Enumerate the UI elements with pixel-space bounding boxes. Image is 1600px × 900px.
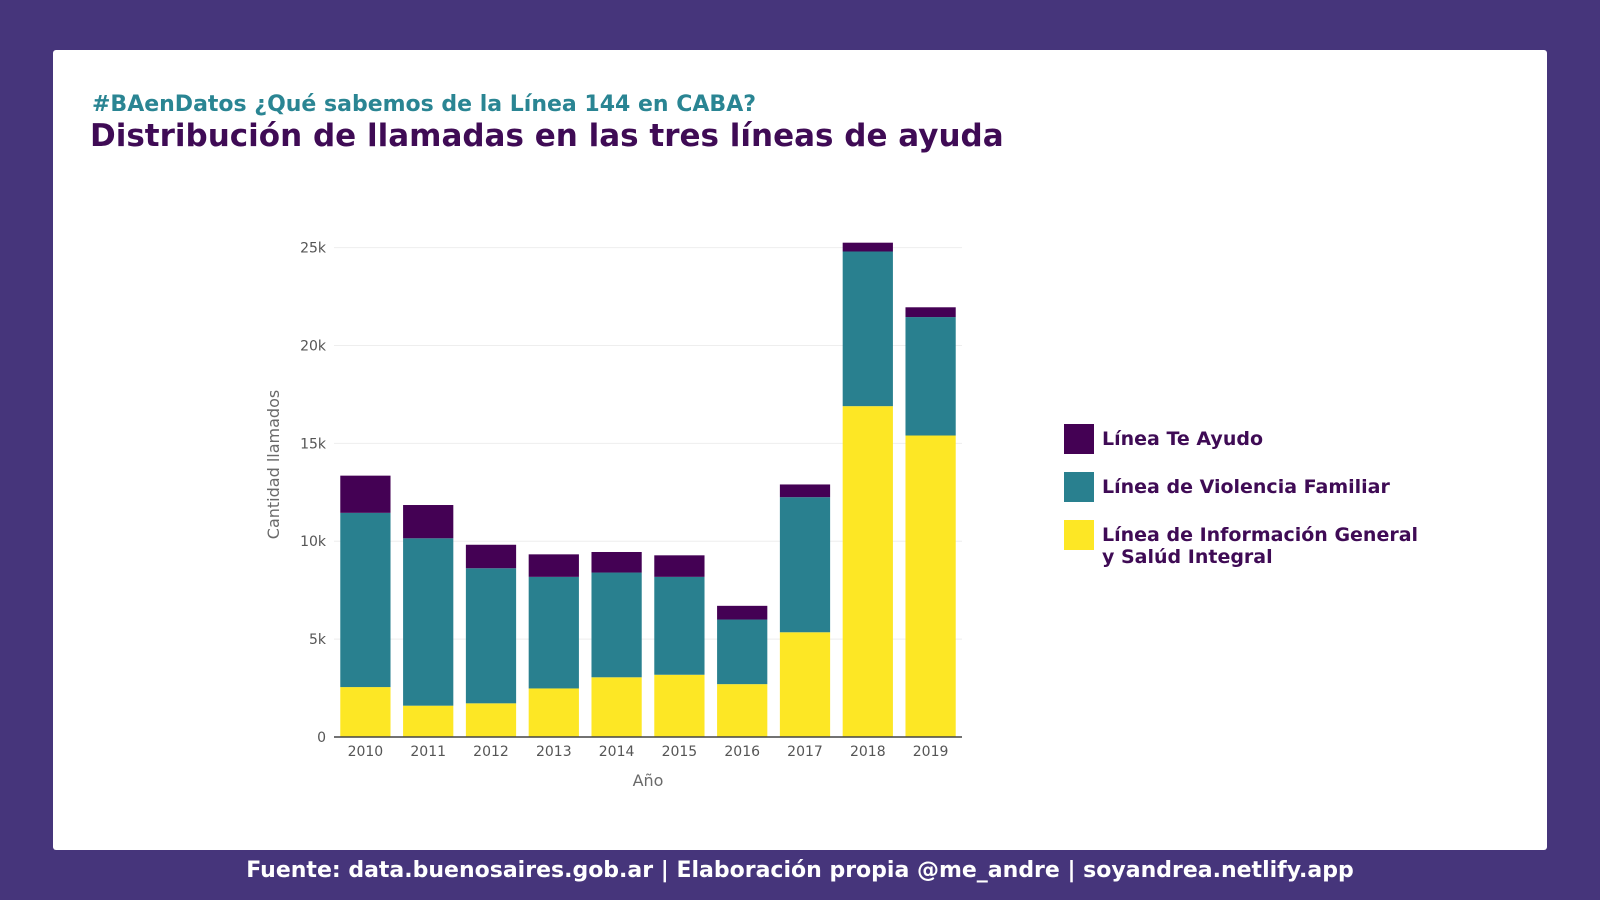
legend-swatch	[1064, 472, 1094, 502]
x-tick-label: 2018	[850, 744, 886, 760]
x-tick-label: 2011	[410, 744, 446, 760]
bar-segment[interactable]	[905, 307, 956, 318]
bar-segment[interactable]	[717, 619, 768, 685]
y-tick-label: 0	[317, 730, 326, 746]
source-footer: Fuente: data.buenosaires.gob.ar | Elabor…	[246, 858, 1354, 883]
bar-segment[interactable]	[403, 538, 454, 706]
bar-segment[interactable]	[528, 688, 579, 737]
axes: 0 5k 10k 15k 20k 25k 2010 2011 2012 2013 2014 2015 2…	[300, 241, 962, 760]
bar-segment[interactable]	[779, 484, 831, 498]
legend-label: Línea de Violencia Familiar	[1102, 476, 1390, 498]
bar-segment[interactable]	[717, 605, 768, 620]
bar-segment[interactable]	[717, 684, 768, 737]
x-tick-label: 2012	[473, 744, 509, 760]
x-axis-title: Año	[633, 771, 664, 790]
bar-segment[interactable]	[591, 677, 642, 737]
bar-segment[interactable]	[842, 406, 893, 737]
bar-segment[interactable]	[465, 544, 517, 569]
bar-segment[interactable]	[465, 703, 517, 737]
y-axis-title: Cantidad llamados	[264, 390, 283, 539]
legend-label: Línea Te Ayudo	[1102, 428, 1263, 450]
bar-segment[interactable]	[465, 568, 517, 704]
x-tick-label: 2019	[913, 744, 949, 760]
bar-segment[interactable]	[403, 505, 454, 539]
bar-segment[interactable]	[528, 576, 579, 689]
bar-segment[interactable]	[842, 251, 893, 407]
bar-segment[interactable]	[905, 317, 956, 436]
bar-segment[interactable]	[905, 435, 956, 737]
y-tick-label: 5k	[309, 632, 327, 648]
bar-segment[interactable]	[779, 497, 831, 633]
x-tick-label: 2014	[599, 744, 635, 760]
bar-segment[interactable]	[340, 475, 391, 513]
y-tick-label: 15k	[300, 436, 327, 452]
bar-segment[interactable]	[654, 555, 705, 577]
x-tick-label: 2015	[662, 744, 698, 760]
bars	[340, 242, 956, 737]
x-tick-label: 2016	[724, 744, 760, 760]
bar-segment[interactable]	[654, 576, 705, 675]
bar-segment[interactable]	[842, 242, 893, 252]
bar-segment[interactable]	[528, 554, 579, 577]
x-tick-label: 2010	[348, 744, 384, 760]
y-tick-label: 25k	[300, 241, 327, 257]
legend-swatch	[1064, 424, 1094, 454]
bar-segment[interactable]	[654, 674, 705, 737]
y-tick-label: 10k	[300, 534, 327, 550]
bar-segment[interactable]	[591, 551, 642, 573]
bar-segment[interactable]	[591, 572, 642, 678]
x-tick-label: 2017	[787, 744, 823, 760]
x-tick-label: 2013	[536, 744, 572, 760]
legend-label: Línea de Información General y Salúd Int…	[1102, 524, 1419, 568]
chart-subtitle: #BAenDatos ¿Qué sabemos de la Línea 144 …	[92, 92, 756, 117]
bar-segment[interactable]	[340, 687, 391, 737]
bar-segment[interactable]	[779, 632, 831, 737]
bar-segment[interactable]	[403, 705, 454, 737]
legend-swatch	[1064, 520, 1094, 550]
chart-title: Distribución de llamadas en las tres lín…	[90, 118, 1004, 154]
bar-segment[interactable]	[340, 512, 391, 688]
y-tick-label: 20k	[300, 338, 327, 354]
